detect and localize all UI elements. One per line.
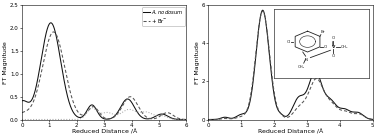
Legend: $\it{A. nodosum}$, + Br$^{-}$: $\it{A. nodosum}$, + Br$^{-}$ bbox=[142, 6, 185, 26]
X-axis label: Reduced Distance /Å: Reduced Distance /Å bbox=[258, 129, 323, 135]
Y-axis label: FT Magnitude: FT Magnitude bbox=[3, 41, 8, 84]
X-axis label: Reduced Distance /Å: Reduced Distance /Å bbox=[71, 129, 137, 135]
Y-axis label: FT Magnitude: FT Magnitude bbox=[195, 41, 200, 84]
